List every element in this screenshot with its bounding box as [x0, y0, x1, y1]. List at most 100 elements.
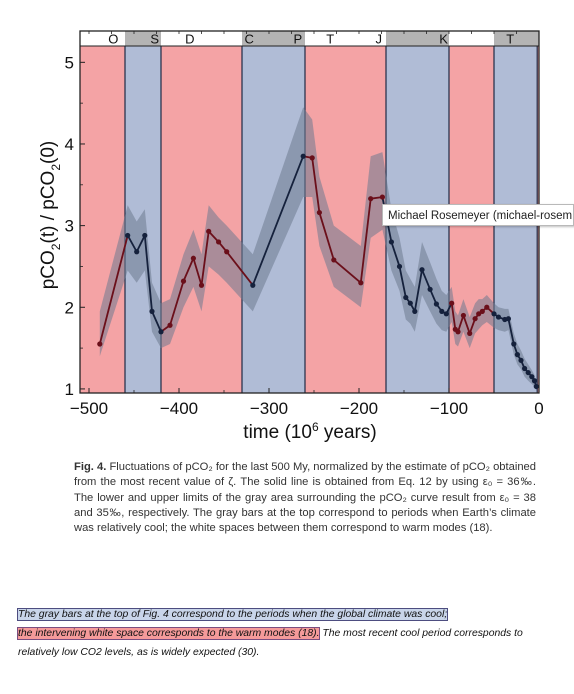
data-point-14 [300, 153, 306, 159]
data-point-38 [479, 308, 485, 314]
data-point-31 [449, 300, 455, 306]
line-segment-27 [429, 288, 438, 305]
x-tick-label-0: −500 [70, 399, 108, 418]
y-tick-label-2: 3 [65, 217, 74, 236]
data-point-15 [309, 155, 315, 161]
data-point-25 [412, 308, 418, 314]
line-segment-12 [225, 251, 254, 286]
data-point-20 [379, 194, 385, 200]
line-segment-8 [192, 258, 203, 286]
line-segment-33 [457, 315, 465, 333]
x-tick-label-3: −200 [340, 399, 378, 418]
data-point-13 [250, 282, 256, 288]
data-point-10 [206, 228, 212, 234]
comment-highlight-blue[interactable]: The gray bars at the top of Fig. 4 corre… [16, 608, 449, 621]
data-point-12 [224, 249, 230, 255]
data-point-2 [134, 249, 140, 255]
period-label-8: T [506, 32, 514, 47]
uncertainty-area [99, 107, 537, 391]
period-label-0: O [108, 32, 118, 47]
x-tick-label-4: −100 [430, 399, 468, 418]
data-point-33 [455, 329, 461, 335]
comment-plain-text: The most recent cool period corresponds … [18, 628, 523, 658]
band-warm-2 [161, 46, 242, 393]
line-segment-17 [333, 259, 362, 284]
data-point-47 [522, 365, 528, 372]
line-segment-34 [462, 315, 471, 334]
data-point-0 [97, 341, 103, 347]
period-label-4: P [293, 32, 302, 47]
line-segment-18 [359, 198, 372, 283]
data-point-18 [358, 280, 364, 286]
y-tick-label-0: 1 [65, 380, 74, 399]
y-axis-label: pCO2(t) / pCO2(0) [38, 141, 63, 290]
line-segment-31 [450, 303, 457, 330]
x-axis: −500 −400 −300 −200 −100 0 [70, 388, 544, 418]
x-tick-label-2: −300 [250, 399, 288, 418]
x-tick-label-5: 0 [534, 399, 543, 418]
y-tick-label-4: 5 [65, 53, 74, 72]
data-point-4 [149, 308, 155, 314]
figure-caption: Fig. 4. Fluctuations of pCO₂ for the las… [74, 460, 536, 536]
data-point-46 [518, 357, 524, 363]
y-axis: 1 2 3 4 5 [65, 53, 85, 399]
data-point-11 [216, 239, 222, 245]
x-axis-label: time (106 years) [243, 420, 376, 443]
data-point-16 [316, 209, 322, 216]
uncertainty-band [99, 107, 537, 391]
line-segment-9 [200, 231, 210, 286]
cool-period-bar-0 [125, 31, 161, 46]
data-point-36 [472, 316, 478, 322]
data-point-22 [396, 263, 403, 270]
data-point-29 [439, 308, 445, 314]
line-segment-35 [468, 318, 476, 334]
period-label-6: J [376, 32, 383, 47]
data-point-30 [443, 311, 449, 317]
data-point-23 [403, 294, 409, 301]
data-point-9 [198, 282, 205, 288]
data-point-24 [407, 300, 413, 306]
x-tick-label-1: −400 [160, 399, 198, 418]
data-point-28 [433, 301, 439, 307]
data-point-34 [460, 312, 466, 319]
line-segment-25 [413, 269, 423, 312]
period-label-5: T [326, 32, 334, 47]
data-point-40 [491, 311, 497, 317]
period-label-1: S [150, 32, 159, 47]
data-point-1 [125, 232, 131, 239]
data-point-48 [525, 369, 531, 376]
data-point-26 [419, 267, 425, 273]
data-point-39 [484, 304, 490, 310]
data-point-41 [495, 314, 502, 320]
comment-text[interactable]: The gray bars at the top of Fig. 4 corre… [16, 605, 530, 662]
line-segment-13 [251, 155, 305, 286]
data-point-7 [180, 278, 187, 284]
data-point-8 [190, 255, 196, 261]
data-point-17 [331, 257, 337, 263]
caption-text: Fluctuations of pCO₂ for the last 500 My… [74, 461, 536, 535]
period-label-7: K [439, 32, 448, 47]
line-segment-7 [182, 257, 195, 282]
cool-period-bar-3 [494, 31, 539, 46]
data-point-5 [158, 329, 164, 335]
period-label-2: D [185, 32, 194, 47]
data-point-19 [368, 196, 374, 202]
line-segment-22 [398, 266, 407, 298]
line-segment-6 [169, 280, 185, 326]
line-segment-2 [135, 235, 146, 253]
data-point-50 [531, 378, 538, 384]
data-point-3 [142, 232, 148, 239]
cool-period-bar-1 [242, 31, 305, 46]
line-segment-16 [318, 212, 335, 261]
data-point-21 [388, 239, 394, 245]
line-segment-26 [421, 269, 431, 290]
data-point-6 [167, 322, 173, 328]
comment-highlight-red[interactable]: the intervening white space corresponds … [16, 627, 321, 640]
line-segment-0 [98, 235, 129, 345]
data-point-27 [427, 286, 433, 292]
data-point-51 [533, 383, 539, 390]
y-tick-label-3: 4 [65, 135, 74, 154]
comment-author-tooltip: Michael Rosemeyer (michael-rosem [382, 204, 574, 226]
line-segment-15 [311, 157, 321, 213]
